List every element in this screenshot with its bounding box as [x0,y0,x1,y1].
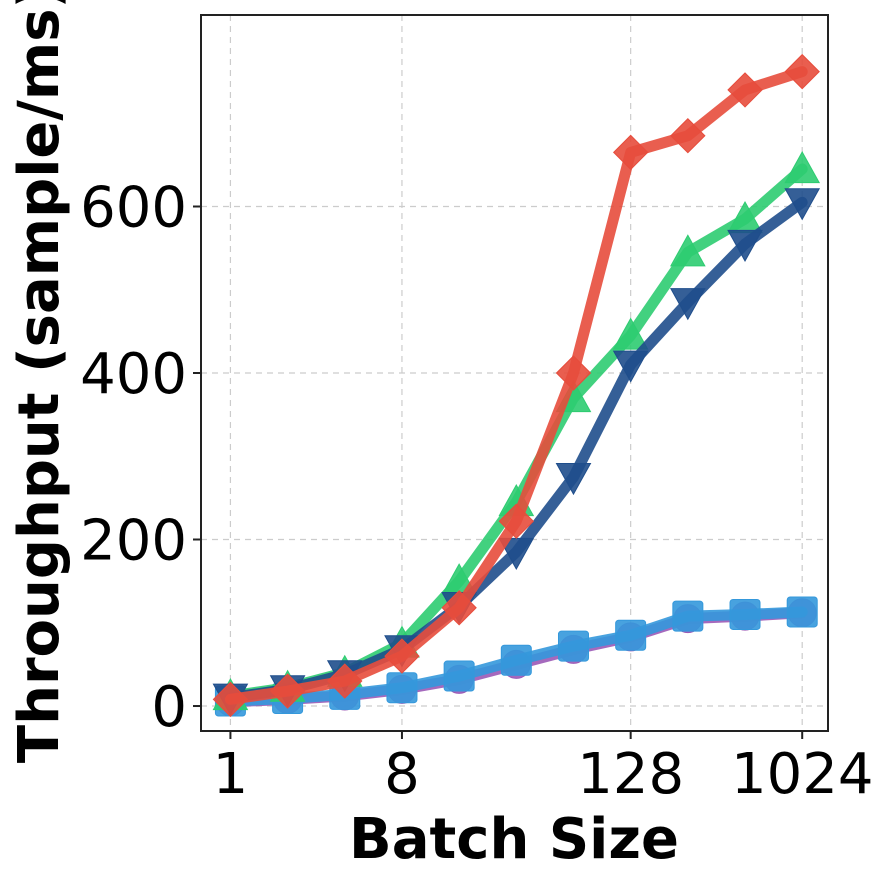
x-tick-label: 1 [213,742,249,807]
y-tick-label: 200 [80,509,187,574]
data-point [443,660,475,692]
x-tick-label: 128 [577,742,684,807]
series-red-diamond [212,53,820,718]
data-point [784,188,821,221]
data-point [615,619,647,651]
data-point [669,234,706,267]
data-point [327,663,363,699]
data-point [729,598,761,630]
x-tick-label: 8 [384,742,420,807]
y-tick-label: 400 [80,342,187,407]
data-point [555,462,592,496]
data-point [386,672,418,704]
data-point [784,150,821,184]
data-point [612,317,649,350]
series-green-triangle-up [212,150,821,711]
x-tick-label: 1024 [731,742,874,807]
data-point [384,638,420,674]
data-point [212,681,249,718]
data-point [269,673,306,709]
series-line [224,196,808,704]
data-point [786,596,818,628]
data-point [727,229,763,262]
data-point [670,118,706,154]
data-point [669,288,706,321]
data-point [612,350,649,383]
series-layer [212,53,821,718]
data-point [784,53,820,90]
data-point [557,630,589,662]
data-point [500,644,532,676]
data-point [555,355,592,391]
series-navy-triangle-down [212,188,821,716]
data-point [441,590,477,626]
y-axis-label: Throughput (sample/ms) [7,0,72,763]
data-point [498,503,535,539]
data-point [612,134,649,171]
series-blue-square [214,596,818,717]
y-tick-label: 600 [80,175,187,240]
x-axis-label: Batch Size [349,807,679,872]
data-point [727,72,763,108]
data-point [672,600,704,632]
ticks: 1 8 128 1024 0 200 400 600 [80,175,873,807]
y-tick-label: 0 [151,675,187,740]
series-line [224,66,808,705]
